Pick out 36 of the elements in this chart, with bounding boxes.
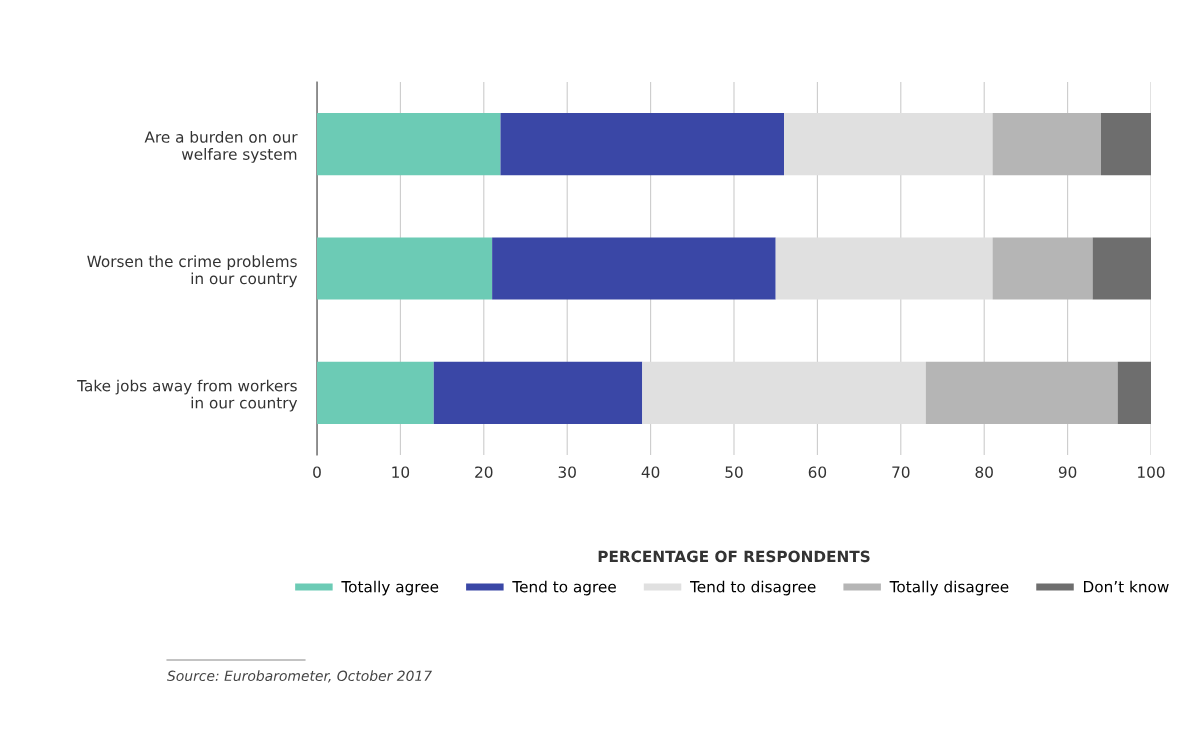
bar bbox=[925, 361, 1118, 424]
bar bbox=[1100, 113, 1151, 176]
bar bbox=[500, 113, 785, 176]
bar bbox=[642, 361, 926, 424]
x-tick-label: 20 bbox=[475, 466, 493, 478]
bar bbox=[992, 237, 1093, 300]
x-tick-label: 70 bbox=[892, 466, 910, 478]
legend-label: Totally disagree bbox=[889, 580, 1009, 596]
bar bbox=[433, 361, 643, 424]
x-tick-label: 90 bbox=[1058, 466, 1077, 478]
legend-label: Totally agree bbox=[341, 580, 439, 596]
y-tick-label: Take jobs away from workers in our country bbox=[77, 379, 298, 412]
x-tick-label: 100 bbox=[1138, 466, 1165, 478]
x-tick-label: 40 bbox=[641, 466, 660, 478]
bar bbox=[317, 113, 501, 176]
legend-label: Tend to disagree bbox=[690, 580, 816, 596]
legend-label: Tend to agree bbox=[512, 580, 616, 596]
x-tick-label: 80 bbox=[975, 466, 993, 478]
bar bbox=[775, 237, 993, 300]
source-note: Source: Eurobarometer, October 2017 bbox=[167, 670, 432, 683]
bar bbox=[317, 237, 493, 300]
x-tick-label: 10 bbox=[392, 466, 410, 478]
x-tick-label: 30 bbox=[558, 466, 576, 478]
bar bbox=[1092, 237, 1151, 300]
bar bbox=[317, 361, 434, 424]
bar bbox=[992, 113, 1101, 176]
bar bbox=[1117, 361, 1151, 424]
x-tick-label: 50 bbox=[725, 466, 743, 478]
bar bbox=[492, 237, 776, 300]
x-axis-title: PERCENTAGE OF RESPONDENTS bbox=[598, 550, 870, 563]
x-tick-label: 0 bbox=[313, 466, 321, 478]
legend-label: Don’t know bbox=[1084, 580, 1169, 593]
y-tick-label: Worsen the crime problems in our country bbox=[87, 255, 298, 288]
y-tick-label: Are a burden on our welfare system bbox=[144, 130, 298, 163]
bar bbox=[784, 113, 993, 176]
x-tick-label: 60 bbox=[808, 466, 827, 478]
